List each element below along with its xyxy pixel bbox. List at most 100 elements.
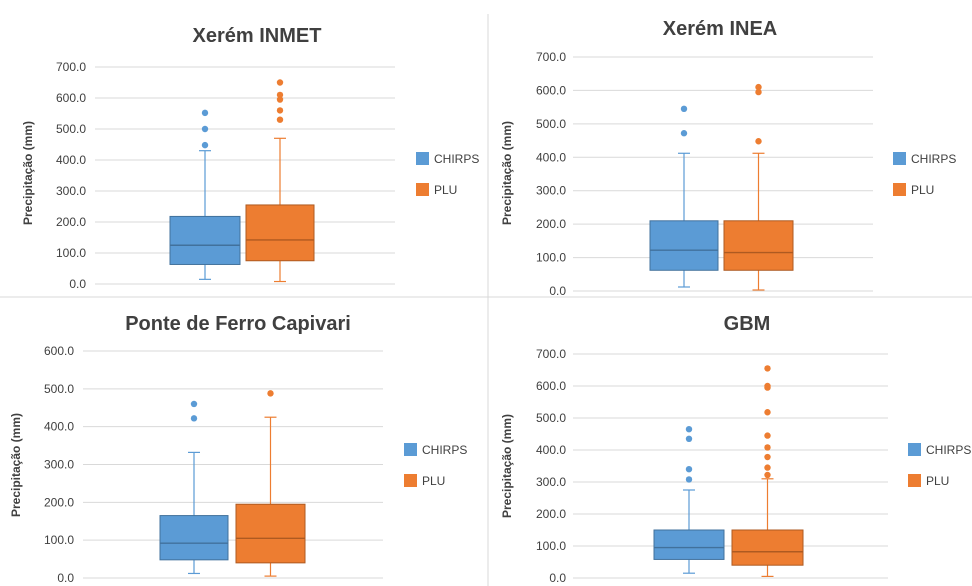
box-iqr: [653, 529, 725, 560]
outlier-point: [276, 96, 284, 103]
box-plu: [235, 390, 306, 577]
box-chirps: [169, 109, 241, 280]
outlier-point: [201, 109, 209, 117]
outlier-point: [201, 125, 209, 133]
legend-label-chirps: CHIRPS: [434, 152, 479, 166]
outlier-point: [190, 400, 198, 408]
outlier-point: [764, 464, 771, 471]
plot-area: 0.0 100.0 200.0 300.0 400.0 500.0 600.0 700.0: [536, 50, 873, 298]
outlier-point: [764, 471, 771, 479]
outlier-point: [685, 435, 693, 442]
outlier-point: [755, 138, 762, 145]
y-tick-label: 400.0: [56, 153, 86, 167]
y-tick-label: 700.0: [536, 347, 566, 361]
outlier-point: [755, 83, 762, 91]
legend: CHIRPS PLU: [908, 443, 971, 488]
y-tick-label: 500.0: [536, 411, 566, 425]
chart-panel-ponte-de-ferro-capivari: Ponte de Ferro Capivari Precipitação (mm…: [9, 313, 467, 585]
chart-title: GBM: [724, 313, 771, 335]
box-iqr: [159, 515, 229, 561]
outlier-point: [764, 453, 771, 461]
box-iqr: [235, 503, 306, 564]
legend-swatch-plu: [908, 474, 921, 487]
legend-swatch-plu: [893, 183, 906, 196]
chart-title: Xerém INMET: [193, 25, 322, 47]
chart-panel-gbm: GBM Precipitação (mm) 0.0 100.0 200.0 300.0…: [500, 313, 971, 585]
outlier-point: [685, 426, 693, 433]
box-plu: [731, 365, 804, 578]
y-tick-label: 600.0: [44, 344, 74, 358]
outlier-point: [755, 88, 762, 96]
y-tick-label: 200.0: [536, 217, 566, 231]
legend-label-chirps: CHIRPS: [926, 443, 971, 457]
y-tick-label: 300.0: [44, 458, 74, 472]
legend-label-plu: PLU: [422, 474, 445, 488]
legend-swatch-chirps: [908, 443, 921, 456]
outlier-point: [680, 105, 688, 113]
box-plu: [245, 79, 315, 283]
y-tick-label: 300.0: [536, 184, 566, 198]
y-tick-label: 200.0: [56, 215, 86, 229]
box-iqr: [723, 220, 794, 271]
y-tick-label: 500.0: [44, 382, 74, 396]
box-iqr: [649, 220, 719, 271]
plot-area: 0.0 100.0 200.0 300.0 400.0 500.0 600.0 700.0: [56, 60, 395, 291]
y-tick-label: 600.0: [536, 379, 566, 393]
legend-label-plu: PLU: [434, 183, 457, 197]
y-tick-label: 0.0: [57, 571, 74, 585]
outlier-point: [267, 390, 274, 397]
chart-panel-xerem-inmet: Xerém INMET Precipitação (mm) 0.0 100.0 20…: [21, 25, 479, 291]
y-tick-label: 400.0: [44, 420, 74, 434]
box-iqr: [245, 204, 315, 262]
outlier-point: [201, 141, 209, 149]
outlier-point: [764, 444, 771, 451]
chart-title: Ponte de Ferro Capivari: [125, 313, 351, 335]
plot-area: 0.0 100.0 200.0 300.0 400.0 500.0 600.0: [44, 344, 383, 585]
y-tick-label: 400.0: [536, 150, 566, 164]
y-tick-label: 300.0: [536, 475, 566, 489]
outlier-point: [685, 476, 693, 483]
legend-swatch-chirps: [893, 152, 906, 165]
y-tick-label: 0.0: [69, 277, 86, 291]
y-tick-label: 0.0: [549, 284, 566, 298]
legend-label-plu: PLU: [911, 183, 934, 197]
legend-label-chirps: CHIRPS: [911, 152, 956, 166]
outlier-point: [276, 91, 284, 99]
y-tick-label: 600.0: [56, 91, 86, 105]
outlier-point: [764, 432, 771, 439]
y-tick-label: 500.0: [56, 122, 86, 136]
legend-label-plu: PLU: [926, 474, 949, 488]
chart-panel-xerem-inea: Xerém INEA Precipitação (mm) 0.0 100.0 200…: [500, 18, 956, 298]
y-tick-label: 300.0: [56, 184, 86, 198]
legend: CHIRPS PLU: [416, 152, 479, 197]
outlier-point: [764, 409, 771, 416]
box-chirps: [653, 426, 725, 574]
y-axis-label: Precipitação (mm): [500, 414, 514, 518]
outlier-point: [276, 107, 284, 114]
box-chirps: [649, 105, 719, 288]
chart-title: Xerém INEA: [663, 18, 778, 40]
legend: CHIRPS PLU: [404, 443, 467, 488]
legend-swatch-plu: [404, 474, 417, 487]
legend-label-chirps: CHIRPS: [422, 443, 467, 457]
y-tick-label: 700.0: [56, 60, 86, 74]
y-axis-label: Precipitação (mm): [21, 121, 35, 225]
legend-swatch-chirps: [404, 443, 417, 456]
box-chirps: [159, 400, 229, 575]
y-tick-label: 100.0: [44, 533, 74, 547]
y-tick-label: 500.0: [536, 117, 566, 131]
box-plu: [723, 83, 794, 291]
y-tick-label: 100.0: [536, 539, 566, 553]
y-tick-label: 0.0: [549, 571, 566, 585]
box-iqr: [169, 215, 241, 265]
y-axis-label: Precipitação (mm): [9, 413, 23, 517]
y-tick-label: 200.0: [536, 507, 566, 521]
legend-swatch-plu: [416, 183, 429, 196]
box-iqr: [731, 529, 804, 566]
y-tick-label: 400.0: [536, 443, 566, 457]
outlier-point: [276, 116, 284, 123]
outlier-point: [680, 130, 688, 137]
outlier-point: [764, 382, 771, 390]
y-tick-label: 200.0: [44, 495, 74, 509]
